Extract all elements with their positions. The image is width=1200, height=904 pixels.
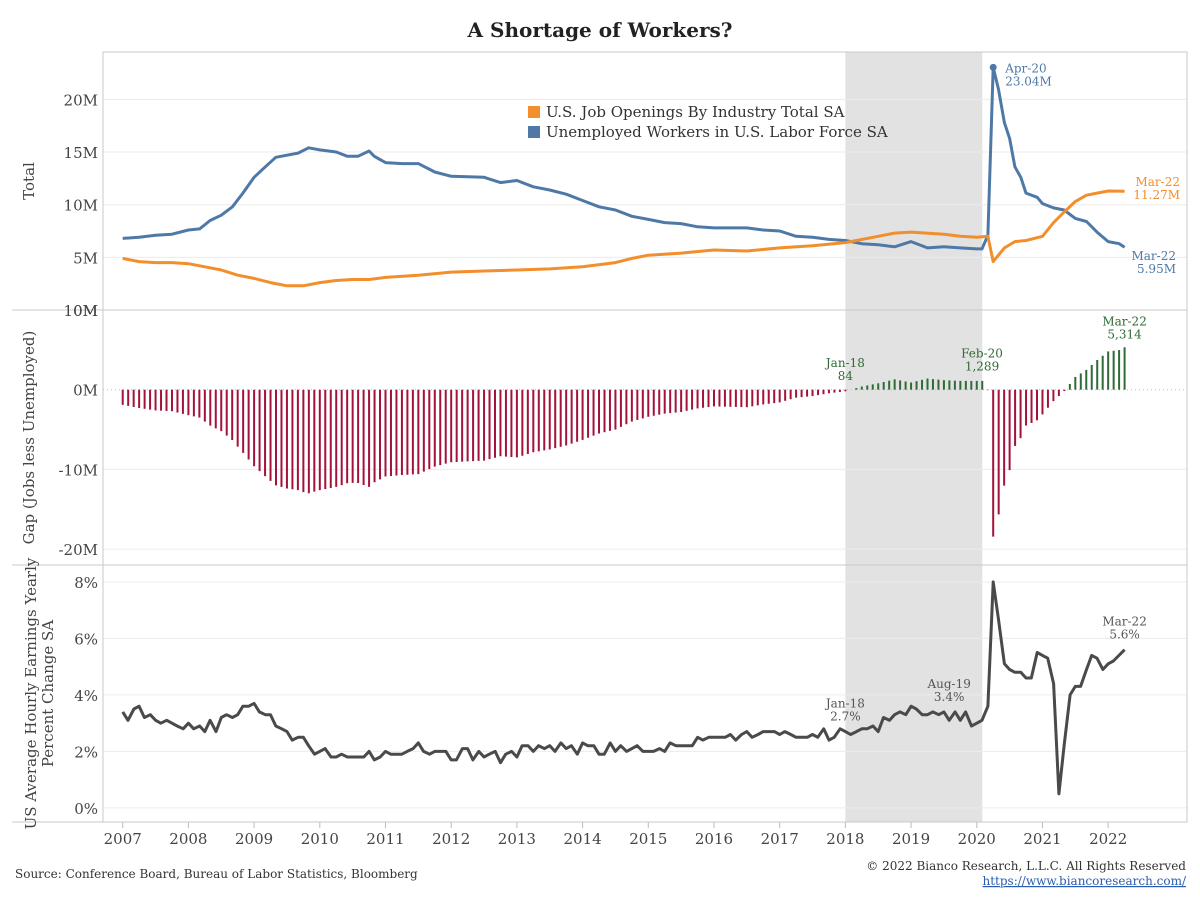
copyright-note: © 2022 Bianco Research, L.L.C. All Right… bbox=[866, 859, 1186, 873]
x-tick-label: 2016 bbox=[695, 830, 733, 848]
annotation-label: Jan-18 bbox=[824, 356, 865, 370]
y-tick-label: 2% bbox=[74, 743, 98, 761]
annotation-label: Mar-22 bbox=[1102, 314, 1147, 328]
x-tick-label: 2020 bbox=[958, 830, 996, 848]
legend-swatch bbox=[528, 106, 540, 118]
annotation-label: Feb-20 bbox=[961, 346, 1003, 360]
legend-label: U.S. Job Openings By Industry Total SA bbox=[546, 103, 845, 121]
y-axis-label: Gap (Jobs less Unemployed) bbox=[20, 331, 38, 545]
shaded-period bbox=[845, 52, 983, 822]
x-tick-label: 2019 bbox=[892, 830, 930, 848]
y-tick-label: 0M bbox=[73, 302, 98, 320]
y-tick-label: 10M bbox=[64, 197, 98, 215]
y-tick-label: 15M bbox=[64, 144, 98, 162]
annotation-value: 23.04M bbox=[1005, 74, 1052, 88]
y-tick-label: 20M bbox=[64, 91, 98, 109]
annotation-label: Jan-18 bbox=[824, 697, 865, 711]
y-tick-label: 8% bbox=[74, 574, 98, 592]
x-tick-label: 2007 bbox=[104, 830, 142, 848]
annotation-label: Mar-22 bbox=[1102, 615, 1147, 629]
y-tick-label: 0M bbox=[73, 382, 98, 400]
source-note: Source: Conference Board, Bureau of Labo… bbox=[15, 867, 418, 881]
x-tick-label: 2009 bbox=[235, 830, 273, 848]
annotation-value: 5.95M bbox=[1137, 262, 1176, 276]
x-tick-label: 2015 bbox=[629, 830, 667, 848]
chart-title: A Shortage of Workers? bbox=[467, 18, 733, 42]
annotation-value: 84 bbox=[838, 369, 854, 383]
y-axis-label: Percent Change SA bbox=[39, 620, 57, 767]
peak-marker bbox=[989, 63, 997, 71]
annotation-value: 2.7% bbox=[830, 710, 861, 724]
x-tick-label: 2021 bbox=[1023, 830, 1061, 848]
x-tick-label: 2017 bbox=[761, 830, 799, 848]
x-tick-label: 2013 bbox=[498, 830, 536, 848]
x-tick-label: 2010 bbox=[301, 830, 339, 848]
legend-swatch bbox=[528, 126, 540, 138]
x-tick-label: 2011 bbox=[366, 830, 404, 848]
website-link[interactable]: https://www.biancoresearch.com/ bbox=[982, 874, 1186, 888]
y-tick-label: 6% bbox=[74, 630, 98, 648]
y-tick-label: -10M bbox=[58, 461, 98, 479]
annotation-value: 1,289 bbox=[965, 359, 999, 373]
annotation-label: Apr-20 bbox=[1004, 61, 1046, 75]
y-tick-label: 4% bbox=[74, 687, 98, 705]
x-tick-label: 2022 bbox=[1089, 830, 1127, 848]
legend-label: Unemployed Workers in U.S. Labor Force S… bbox=[546, 123, 888, 141]
y-axis-label: Total bbox=[20, 162, 38, 200]
y-tick-label: -20M bbox=[58, 541, 98, 559]
annotation-value: 5.6% bbox=[1109, 628, 1140, 642]
x-tick-label: 2012 bbox=[432, 830, 470, 848]
annotation-label: Mar-22 bbox=[1131, 249, 1176, 263]
y-axis-label: US Average Hourly Earnings Yearly bbox=[22, 557, 40, 829]
annotation-value: 3.4% bbox=[934, 690, 965, 704]
x-tick-label: 2008 bbox=[169, 830, 207, 848]
annotation-value: 11.27M bbox=[1133, 188, 1180, 202]
y-tick-label: 5M bbox=[73, 249, 98, 267]
annotation-value: 5,314 bbox=[1107, 327, 1142, 341]
annotation-label: Aug-19 bbox=[926, 677, 970, 691]
series-line-job-openings bbox=[122, 189, 1125, 288]
x-tick-label: 2014 bbox=[563, 830, 601, 848]
x-tick-label: 2018 bbox=[826, 830, 864, 848]
y-tick-label: 0% bbox=[74, 800, 98, 818]
annotation-label: Mar-22 bbox=[1135, 175, 1180, 189]
series-line-earnings bbox=[121, 580, 1126, 796]
y-tick-label: 10M bbox=[64, 302, 98, 320]
series-line-unemployed bbox=[122, 65, 1126, 251]
